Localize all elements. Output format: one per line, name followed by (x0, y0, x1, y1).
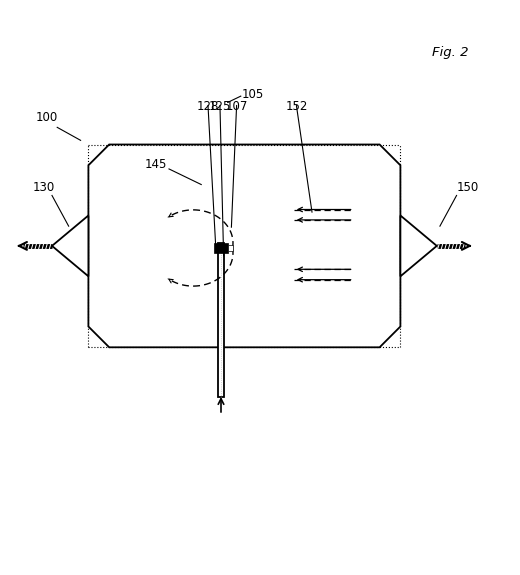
Text: 130: 130 (33, 181, 55, 194)
Bar (214, 243, 228, 252)
Text: Fig. 2: Fig. 2 (432, 45, 468, 59)
Text: 145: 145 (145, 158, 167, 171)
Polygon shape (400, 216, 437, 277)
Polygon shape (88, 144, 400, 347)
Text: 125: 125 (209, 100, 231, 113)
Bar (228, 245, 232, 251)
Text: 128: 128 (197, 100, 219, 113)
Text: 150: 150 (457, 181, 479, 194)
Polygon shape (52, 216, 88, 277)
Text: 107: 107 (225, 100, 248, 113)
Text: 100: 100 (36, 111, 58, 124)
Text: 152: 152 (285, 100, 308, 113)
Bar (218, 243, 224, 397)
Text: 105: 105 (242, 88, 264, 101)
